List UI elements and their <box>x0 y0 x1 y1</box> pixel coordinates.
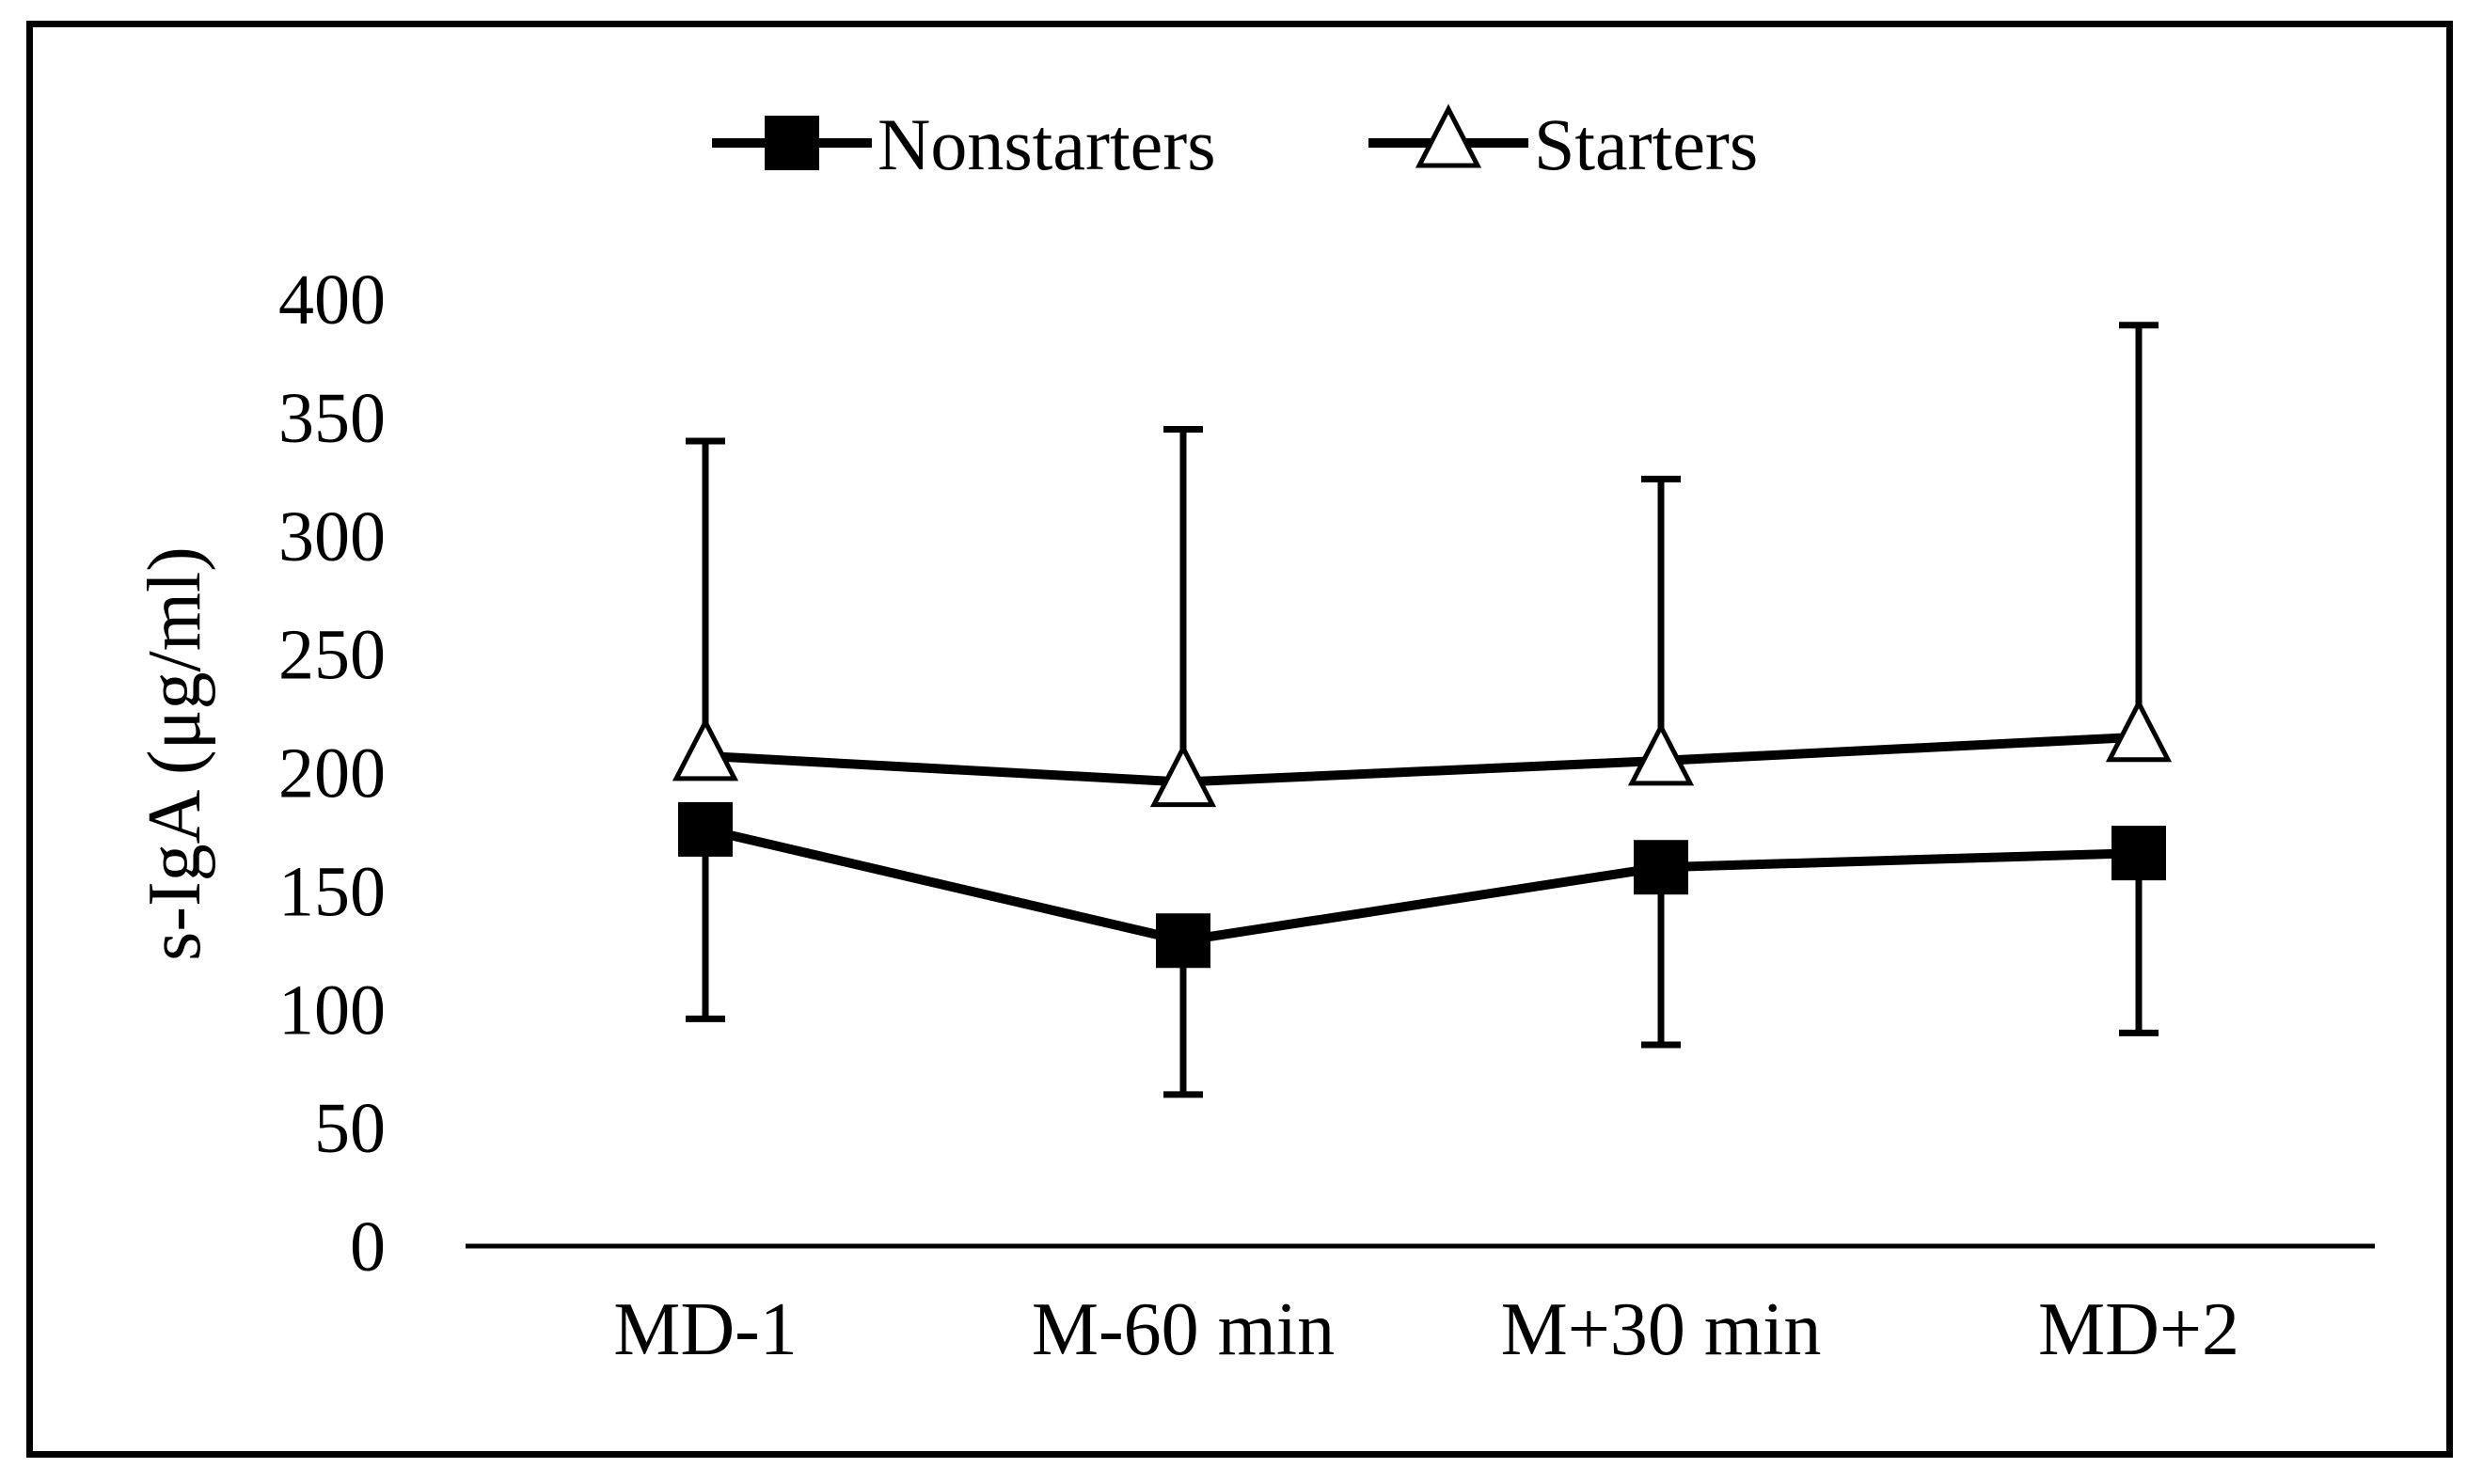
y-tick-label: 200 <box>278 734 386 813</box>
y-tick-label: 300 <box>278 497 386 576</box>
y-tick-label: 400 <box>278 260 386 339</box>
error-bars <box>686 322 2159 1098</box>
x-tick-label: M-60 min <box>1032 1288 1335 1371</box>
legend: Nonstarters Starters <box>712 103 1758 185</box>
y-tick-label: 100 <box>278 971 386 1050</box>
y-tick-label: 50 <box>314 1089 386 1168</box>
markers <box>672 698 2173 969</box>
triangle-marker <box>672 717 739 781</box>
series-lines <box>704 732 2140 946</box>
x-tick-label: MD-1 <box>613 1288 798 1371</box>
legend-label: Starters <box>1534 103 1758 185</box>
series-line-nonstarters <box>704 825 2140 946</box>
square-marker <box>1634 840 1688 895</box>
x-tick-label: MD+2 <box>2038 1288 2239 1371</box>
x-tick-label: M+30 min <box>1501 1288 1822 1371</box>
triangle-marker <box>2105 698 2173 763</box>
x-axis: MD-1 M-60 min M+30 min MD+2 <box>466 1243 2375 1371</box>
y-tick-label: 350 <box>278 379 386 458</box>
legend-square-marker <box>765 116 819 170</box>
legend-label: Nonstarters <box>878 103 1216 185</box>
y-tick-label: 250 <box>278 616 386 695</box>
legend-triangle-marker <box>1415 103 1482 168</box>
y-axis: 0 50 100 150 200 250 300 350 400 s-IgA (μg/ml) <box>134 260 386 1287</box>
series-line-starters <box>704 732 2140 787</box>
square-marker <box>2111 826 2166 881</box>
triangle-marker <box>1627 721 1695 786</box>
y-tick-label: 0 <box>350 1208 386 1287</box>
triangle-marker <box>1149 743 1217 808</box>
square-marker <box>678 801 733 857</box>
square-marker <box>1156 913 1210 969</box>
y-tick-label: 150 <box>278 852 386 931</box>
y-axis-label: s-IgA (μg/ml) <box>134 546 216 961</box>
